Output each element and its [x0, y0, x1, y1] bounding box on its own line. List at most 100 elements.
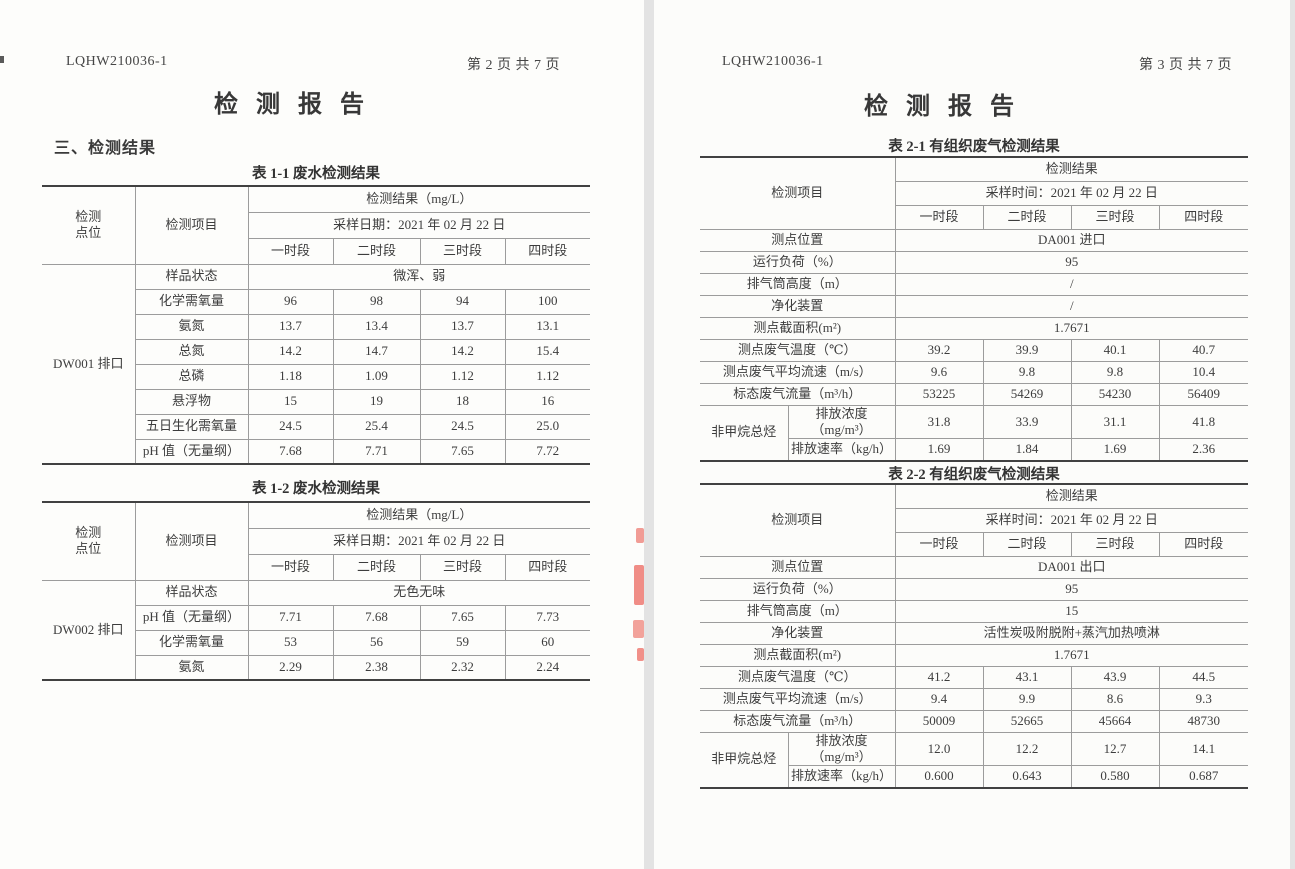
value-cell: 24.5	[419, 413, 506, 440]
value-cell: 60	[504, 629, 591, 656]
value-cell: 56409	[1158, 382, 1249, 406]
item-cell: 排气筒高度（m）	[700, 599, 896, 623]
period-header-cell: 四时段	[1158, 204, 1249, 230]
value-cell: 8.6	[1070, 687, 1160, 711]
value-cell: 39.9	[982, 338, 1072, 362]
value-cell: 7.65	[419, 604, 506, 631]
value-cell: 12.0	[894, 731, 984, 766]
item-cell: 排放浓度（mg/m³）	[787, 731, 896, 766]
period-header-cell: 四时段	[1158, 531, 1249, 557]
item-cell: 运行负荷（%）	[700, 250, 896, 274]
period-header-cell: 二时段	[332, 237, 421, 265]
report-page-2: LQHW210036-1 第 2 页 共 7 页 检 测 报 告 三、检测结果 …	[0, 0, 644, 869]
value-cell: 59	[419, 629, 506, 656]
section-heading: 三、检测结果	[54, 140, 157, 157]
merged-value-cell: /	[894, 272, 1249, 296]
seal-fragment	[633, 620, 644, 638]
page-indicator: 第 3 页 共 7 页	[1139, 58, 1232, 73]
value-cell: 52665	[982, 709, 1072, 733]
value-cell: 1.84	[982, 438, 1072, 461]
value-cell: 0.580	[1070, 765, 1160, 788]
value-cell: 1.69	[894, 438, 984, 461]
value-cell: 24.5	[247, 413, 334, 440]
merged-value-cell: 微浑、弱	[247, 263, 591, 290]
value-cell: 41.2	[894, 665, 984, 689]
value-cell: 54230	[1070, 382, 1160, 406]
item-cell: 标态废气流量（m³/h）	[700, 382, 896, 406]
value-cell: 15	[247, 388, 334, 415]
merged-value-cell: DA001 出口	[894, 555, 1249, 579]
item-cell: pH 值（无量纲）	[135, 604, 249, 631]
value-cell: 43.1	[982, 665, 1072, 689]
value-cell: 12.7	[1070, 731, 1160, 766]
result-header-cell: 检测结果（mg/L）	[247, 501, 591, 529]
period-header-cell: 一时段	[248, 237, 334, 265]
value-cell: 19	[332, 388, 421, 415]
period-header-cell: 三时段	[419, 553, 506, 581]
item-cell: 测点废气平均流速（m/s）	[700, 687, 896, 711]
merged-value-cell: 无色无味	[247, 579, 591, 606]
item-cell: 净化装置	[700, 294, 896, 318]
value-cell: 25.0	[504, 413, 591, 440]
merged-value-cell: 95	[894, 577, 1249, 601]
value-cell: 0.600	[894, 765, 984, 788]
value-cell: 2.38	[332, 654, 421, 681]
value-cell: 16	[504, 388, 591, 415]
scan-artifact	[0, 56, 4, 63]
item-cell: 净化装置	[700, 621, 896, 645]
value-cell: 13.7	[419, 313, 506, 340]
seal-fragment	[634, 565, 644, 605]
item-cell: 运行负荷（%）	[700, 577, 896, 601]
item-cell: 样品状态	[134, 579, 249, 606]
value-cell: 1.09	[332, 363, 421, 390]
item-cell: 排气筒高度（m）	[700, 272, 896, 296]
value-cell: 25.4	[332, 413, 421, 440]
item-cell: 排放速率（kg/h）	[788, 438, 896, 461]
table-1-1: 检测 点位 检测项目 检测结果（mg/L） 采样日期：2021 年 02 月 2…	[42, 185, 591, 465]
value-cell: 14.2	[419, 338, 506, 365]
item-header-cell: 检测项目	[134, 501, 249, 581]
merged-value-cell: 95	[894, 250, 1249, 274]
value-cell: 1.12	[419, 363, 506, 390]
merged-value-cell: DA001 进口	[894, 228, 1249, 252]
merged-value-cell: 活性炭吸附脱附+蒸汽加热喷淋	[894, 621, 1249, 645]
value-cell: 7.72	[504, 438, 591, 465]
value-cell: 40.1	[1070, 338, 1160, 362]
period-header-cell: 二时段	[982, 204, 1072, 230]
value-cell: 53225	[894, 382, 984, 406]
value-cell: 10.4	[1158, 360, 1249, 384]
report-title: 检 测 报 告	[214, 92, 370, 118]
page-header: LQHW210036-1 第 3 页 共 7 页	[722, 54, 1232, 74]
item-header-cell: 检测项目	[700, 156, 896, 230]
period-header-cell: 三时段	[419, 237, 506, 265]
period-header-cell: 二时段	[982, 531, 1072, 557]
period-header-cell: 一时段	[895, 204, 984, 230]
value-cell: 13.7	[247, 313, 334, 340]
value-cell: 54269	[982, 382, 1072, 406]
value-cell: 2.29	[247, 654, 334, 681]
value-cell: 18	[419, 388, 506, 415]
value-cell: 45664	[1070, 709, 1160, 733]
page-indicator: 第 2 页 共 7 页	[467, 58, 560, 73]
value-cell: 0.643	[982, 765, 1072, 788]
item-cell: 测点截面积(m²)	[700, 316, 896, 340]
item-cell: 五日生化需氧量	[135, 413, 249, 440]
period-header-cell: 一时段	[895, 531, 984, 557]
seal-fragment	[636, 528, 644, 543]
period-header-cell: 一时段	[248, 553, 334, 581]
value-cell: 0.687	[1158, 765, 1249, 788]
period-header-cell: 二时段	[332, 553, 421, 581]
item-cell: 排放速率（kg/h）	[788, 765, 896, 788]
group-label-cell: 非甲烷总烃	[700, 731, 789, 788]
report-page-3: LQHW210036-1 第 3 页 共 7 页 检 测 报 告 表 2-1 有…	[654, 0, 1290, 869]
report-title: 检 测 报 告	[864, 94, 1020, 120]
value-cell: 44.5	[1158, 665, 1249, 689]
result-header-cell: 检测结果（mg/L）	[247, 185, 591, 213]
table-1-1-title: 表 1-1 废水检测结果	[251, 166, 381, 182]
value-cell: 56	[332, 629, 421, 656]
value-cell: 1.12	[504, 363, 591, 390]
item-cell: 测点废气平均流速（m/s）	[700, 360, 896, 384]
result-header-cell: 检测结果	[894, 156, 1249, 182]
value-cell: 7.68	[332, 604, 421, 631]
value-cell: 9.4	[894, 687, 984, 711]
